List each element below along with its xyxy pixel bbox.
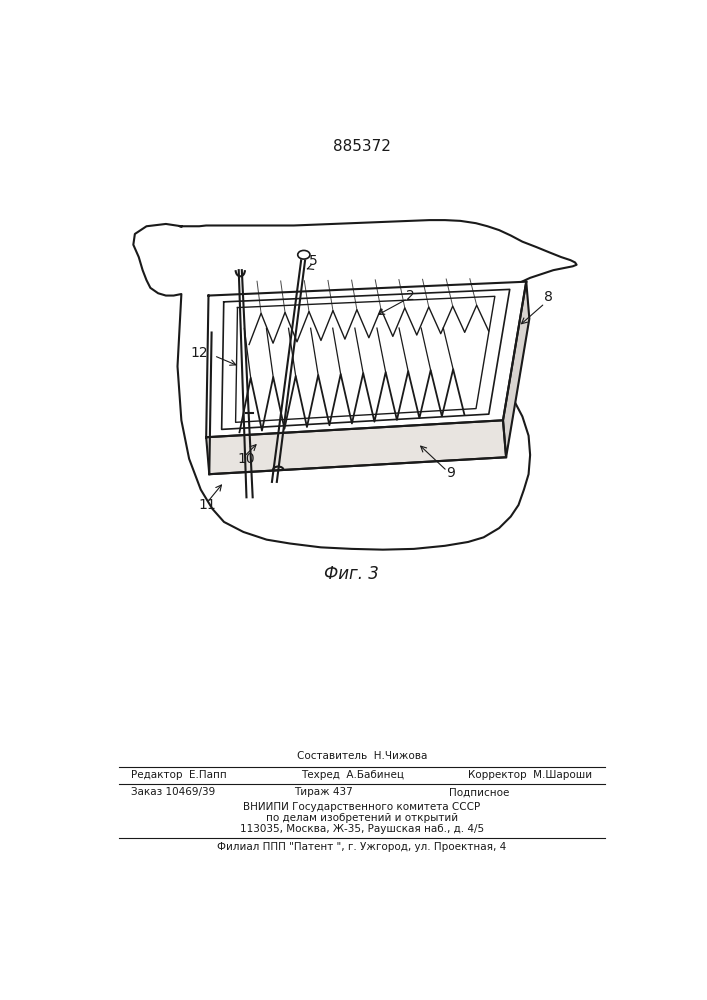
Text: 5: 5 <box>309 254 318 268</box>
Text: 2: 2 <box>406 289 415 303</box>
Text: Техред  А.Бабинец: Техред А.Бабинец <box>301 770 404 780</box>
Text: ВНИИПИ Государственного комитета СССР: ВНИИПИ Государственного комитета СССР <box>243 802 481 812</box>
Text: Редактор  Е.Папп: Редактор Е.Папп <box>131 770 227 780</box>
Text: Корректор  М.Шароши: Корректор М.Шароши <box>468 770 592 780</box>
Polygon shape <box>134 220 577 550</box>
Text: 11: 11 <box>199 498 216 512</box>
Text: 8: 8 <box>544 290 553 304</box>
Polygon shape <box>206 420 506 474</box>
Text: по делам изобретений и открытий: по делам изобретений и открытий <box>266 813 458 823</box>
Ellipse shape <box>298 250 310 259</box>
Text: Тираж 437: Тираж 437 <box>293 787 353 797</box>
Text: Составитель  Н.Чижова: Составитель Н.Чижова <box>297 751 427 761</box>
Polygon shape <box>503 282 530 457</box>
Text: 12: 12 <box>191 346 209 360</box>
Text: 885372: 885372 <box>333 139 391 154</box>
Polygon shape <box>222 289 510 429</box>
Text: Подписное: Подписное <box>449 787 509 797</box>
Text: 9: 9 <box>446 466 455 480</box>
Polygon shape <box>206 282 526 437</box>
Text: Заказ 10469/39: Заказ 10469/39 <box>131 787 215 797</box>
Text: 113035, Москва, Ж-35, Раушская наб., д. 4/5: 113035, Москва, Ж-35, Раушская наб., д. … <box>240 824 484 834</box>
Text: Филиал ППП "Патент ", г. Ужгород, ул. Проектная, 4: Филиал ППП "Патент ", г. Ужгород, ул. Пр… <box>217 842 507 852</box>
Polygon shape <box>235 296 495 422</box>
Text: Фиг. 3: Фиг. 3 <box>325 565 380 583</box>
Text: 10: 10 <box>237 452 255 466</box>
